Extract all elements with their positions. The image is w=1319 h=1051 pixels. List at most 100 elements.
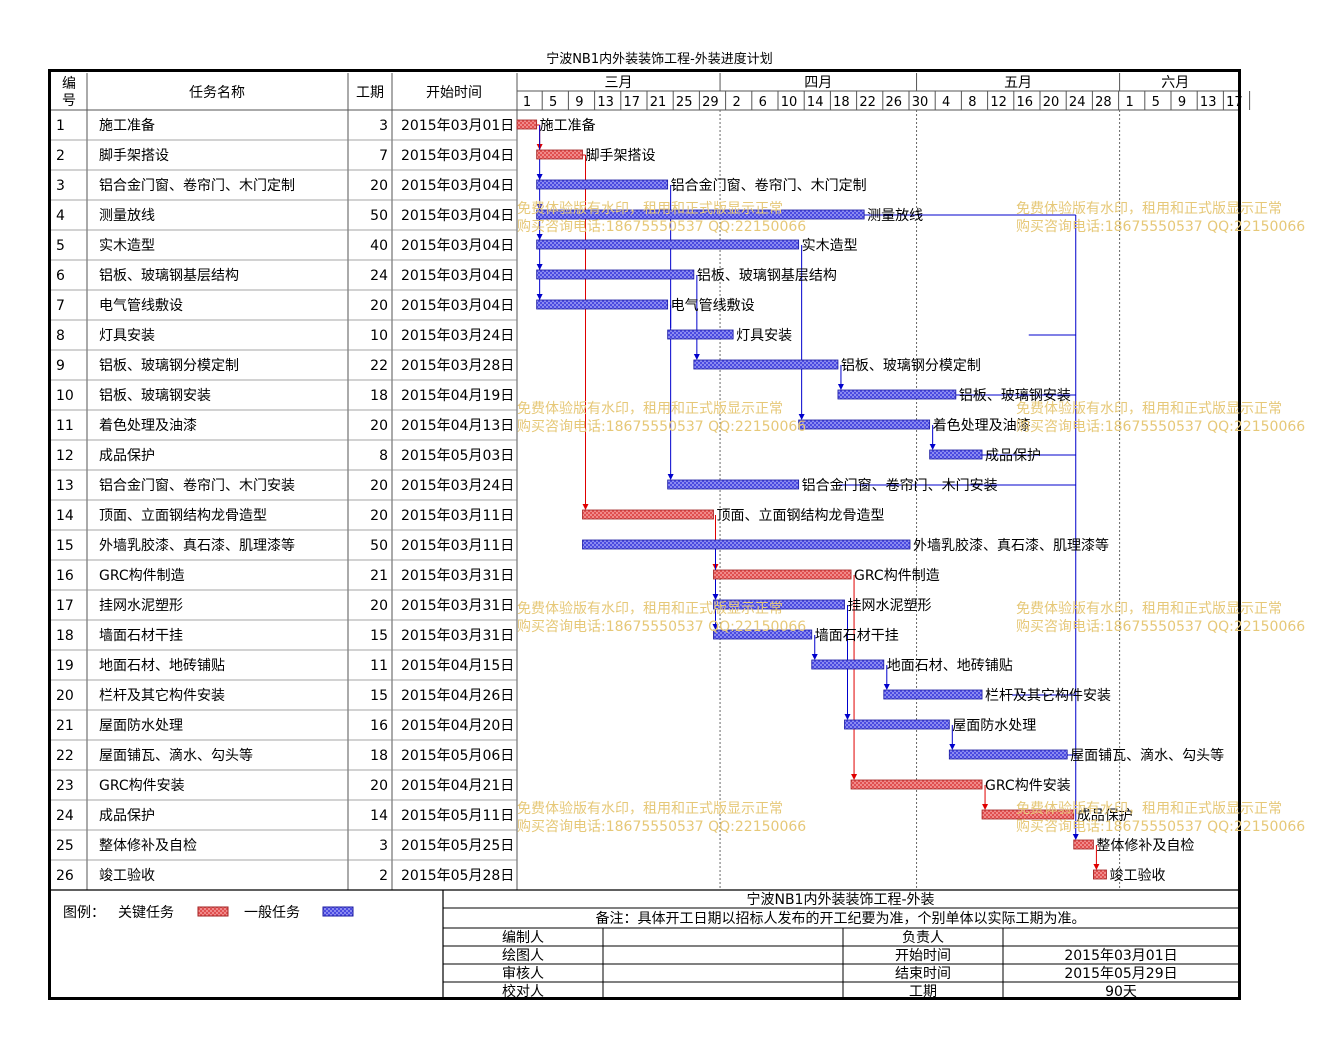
- task-name: 灯具安装: [99, 328, 155, 344]
- bar-label: 电气管线敷设: [671, 298, 755, 314]
- task-name: 施工准备: [99, 117, 155, 134]
- normal-task-bar[interactable]: [713, 629, 813, 640]
- task-duration: 8: [379, 448, 388, 464]
- watermark-line1: 免费体验版有水印，租用和正式版显示正常: [517, 201, 783, 217]
- gantt-frame: [48, 69, 1241, 1000]
- task-duration: 3: [379, 838, 388, 854]
- critical-task-bar[interactable]: [1093, 869, 1107, 880]
- task-name: 铝板、玻璃钢基层结构: [99, 267, 239, 284]
- task-name: 挂网水泥塑形: [99, 598, 183, 614]
- normal-task-bar[interactable]: [883, 689, 983, 700]
- footer-field-label: 校对人: [502, 983, 544, 1000]
- watermark-line2: 购买咨询电话:18675550537 QQ:22150066: [1016, 419, 1305, 435]
- task-duration: 3: [379, 118, 388, 134]
- bar-label: GRC构件安装: [985, 778, 1071, 794]
- task-number: 14: [56, 508, 74, 524]
- task-name: 成品保护: [99, 448, 155, 464]
- bar-label: 实木造型: [802, 238, 858, 254]
- header-task-name: 任务名称: [189, 85, 245, 101]
- day-tick-label: 9: [1178, 95, 1186, 110]
- task-name: 铝合金门窗、卷帘门、木门安装: [99, 477, 295, 494]
- chart-title: 宁波NB1内外装装饰工程-外装进度计划: [546, 52, 773, 67]
- normal-task-bar[interactable]: [929, 449, 983, 460]
- legend-critical-swatch: [197, 906, 229, 917]
- watermark-line2: 购买咨询电话:18675550537 QQ:22150066: [517, 619, 806, 635]
- task-number: 20: [56, 688, 74, 704]
- critical-task-bar[interactable]: [536, 149, 583, 160]
- task-number: 1: [56, 118, 65, 134]
- task-start-date: 2015年03月28日: [401, 358, 514, 374]
- task-duration: 22: [370, 358, 388, 374]
- bar-label: 铝板、玻璃钢基层结构: [697, 267, 837, 284]
- legend-label: 图例：: [63, 905, 105, 921]
- task-name: 铝合金门窗、卷帘门、木门定制: [99, 177, 295, 194]
- watermark-line2: 购买咨询电话:18675550537 QQ:22150066: [1016, 819, 1305, 835]
- normal-task-bar[interactable]: [837, 389, 957, 400]
- task-duration: 15: [370, 688, 388, 704]
- critical-task-bar[interactable]: [516, 119, 538, 130]
- day-tick-label: 13: [1200, 95, 1217, 110]
- legend-critical-label: 关键任务: [118, 905, 174, 921]
- critical-task-bar[interactable]: [1073, 839, 1094, 850]
- watermark-line2: 购买咨询电话:18675550537 QQ:22150066: [1016, 219, 1305, 235]
- dependency-arrow: [536, 294, 543, 300]
- dependency-arrow: [1072, 834, 1079, 840]
- footer-field-label: 编制人: [502, 930, 544, 946]
- task-number: 17: [56, 598, 74, 614]
- bar-label: 栏杆及其它构件安装: [985, 687, 1111, 704]
- task-name: 脚手架搭设: [99, 148, 169, 164]
- task-name: 栏杆及其它构件安装: [99, 687, 225, 704]
- normal-task-bar[interactable]: [798, 419, 931, 430]
- footer-field-label: 结束时间: [895, 966, 951, 982]
- normal-task-bar[interactable]: [536, 179, 669, 190]
- day-tick-label: 24: [1069, 95, 1086, 110]
- task-number: 5: [56, 238, 65, 254]
- normal-task-bar[interactable]: [811, 659, 885, 670]
- task-name: 屋面防水处理: [99, 718, 183, 734]
- month-label: 六月: [1161, 75, 1189, 91]
- task-start-date: 2015年03月04日: [401, 268, 514, 284]
- normal-task-bar[interactable]: [536, 239, 800, 250]
- normal-task-bar[interactable]: [713, 599, 845, 610]
- bar-label: 竣工验收: [1110, 868, 1166, 884]
- day-tick-label: 1: [523, 95, 531, 110]
- month-label: 三月: [605, 75, 633, 91]
- header-num: 编: [62, 76, 76, 92]
- footer-field-value: 2015年03月01日: [1064, 948, 1177, 964]
- normal-task-bar[interactable]: [582, 539, 911, 550]
- task-name: 铝板、玻璃钢安装: [99, 387, 211, 404]
- dependency-arrow: [712, 594, 719, 600]
- critical-task-bar[interactable]: [981, 809, 1075, 820]
- task-name: 测量放线: [99, 208, 155, 224]
- normal-task-bar[interactable]: [536, 209, 865, 220]
- task-duration: 20: [370, 178, 388, 194]
- task-number: 8: [56, 328, 65, 344]
- normal-task-bar[interactable]: [948, 749, 1068, 760]
- dependency-arrow: [693, 354, 700, 360]
- critical-task-bar[interactable]: [713, 569, 852, 580]
- bar-label: 外墙乳胶漆、真石漆、肌理漆等: [913, 537, 1109, 554]
- day-tick-label: 1: [1125, 95, 1133, 110]
- normal-task-bar[interactable]: [667, 479, 800, 490]
- normal-task-bar[interactable]: [536, 269, 695, 280]
- normal-task-bar[interactable]: [667, 329, 734, 340]
- dependency-arrow: [536, 174, 543, 180]
- task-number: 11: [56, 418, 74, 434]
- task-start-date: 2015年04月26日: [401, 688, 514, 704]
- day-tick-label: 21: [650, 95, 667, 110]
- task-duration: 20: [370, 418, 388, 434]
- critical-task-bar[interactable]: [582, 509, 714, 520]
- task-start-date: 2015年05月11日: [401, 808, 514, 824]
- critical-task-bar[interactable]: [850, 779, 983, 790]
- task-duration: 18: [370, 388, 388, 404]
- task-start-date: 2015年04月21日: [401, 778, 514, 794]
- bar-label: 成品保护: [985, 448, 1041, 464]
- task-duration: 20: [370, 778, 388, 794]
- normal-task-bar[interactable]: [844, 719, 950, 730]
- day-tick-label: 18: [833, 95, 850, 110]
- task-number: 2: [56, 148, 65, 164]
- day-tick-label: 9: [575, 95, 583, 110]
- normal-task-bar[interactable]: [536, 299, 669, 310]
- bar-label: 着色处理及油漆: [933, 417, 1031, 434]
- normal-task-bar[interactable]: [693, 359, 839, 370]
